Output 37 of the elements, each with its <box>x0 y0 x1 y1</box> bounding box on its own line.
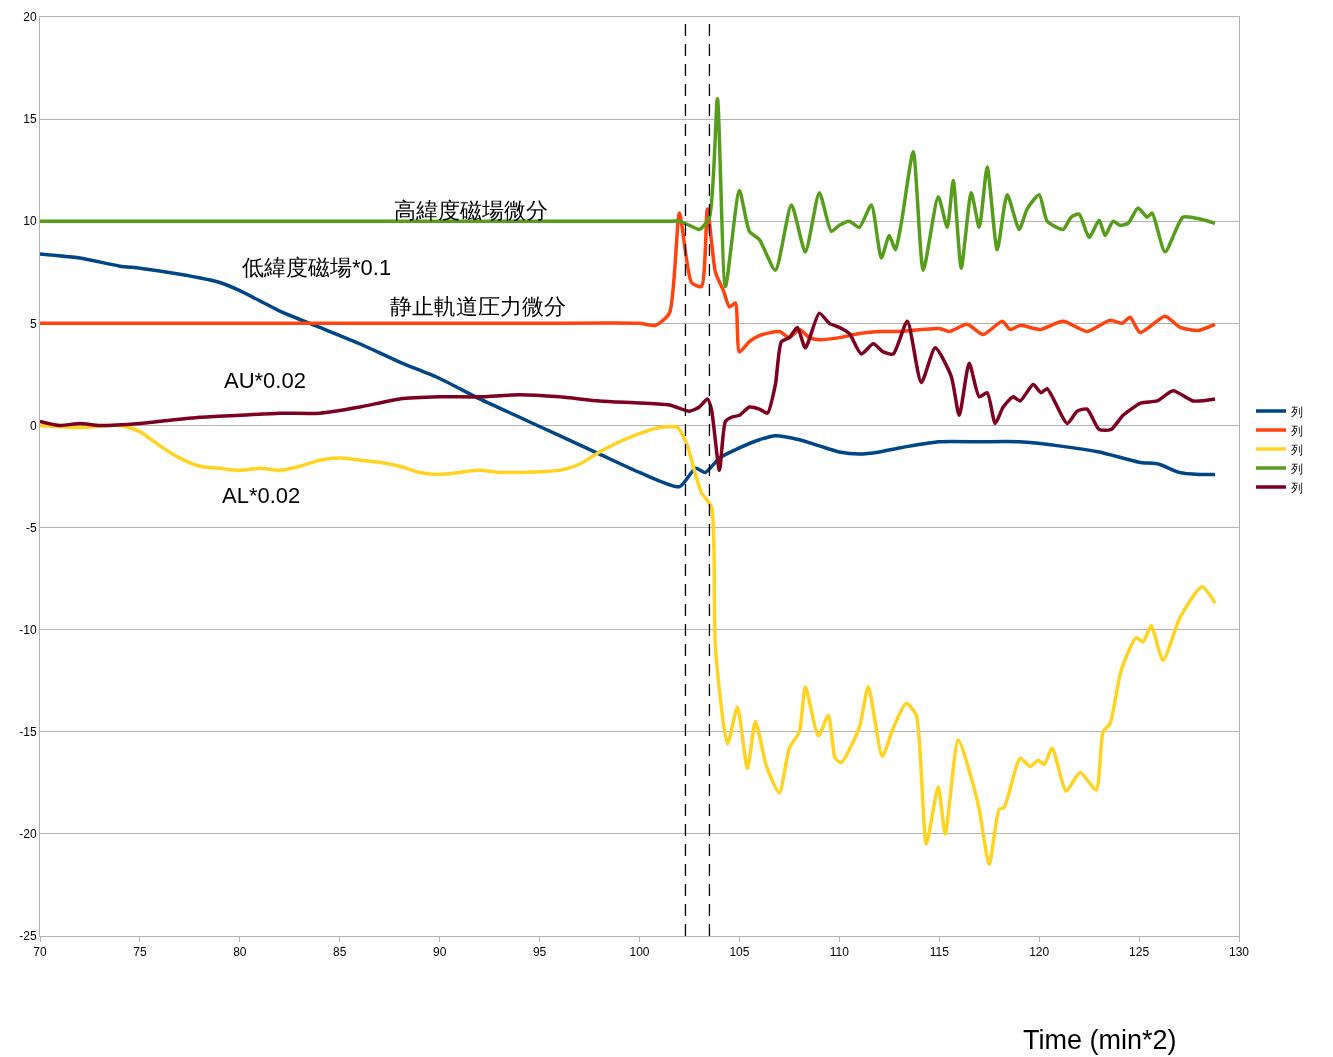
annotation: AU*0.02 <box>224 368 306 393</box>
x-tick-label: 70 <box>33 945 47 960</box>
y-tick-label: 20 <box>23 10 37 25</box>
y-tick-label: -20 <box>19 827 37 842</box>
annotation: 低緯度磁場*0.1 <box>242 255 392 280</box>
y-tick-label: -10 <box>19 622 37 637</box>
x-tick-label: 120 <box>1029 945 1050 960</box>
line-series <box>40 423 1217 867</box>
x-tick-label: 115 <box>929 945 950 960</box>
y-tick-label: -25 <box>19 929 37 944</box>
y-tick-label: 10 <box>23 214 37 229</box>
x-tick-label: 90 <box>432 945 447 960</box>
y-tick-label: 0 <box>29 418 37 433</box>
x-axis-title: Time (min*2) <box>1023 1025 1177 1055</box>
y-tick-label: 5 <box>29 316 37 331</box>
x-tick-label: 75 <box>133 945 147 960</box>
legend-label: 列 <box>1290 404 1303 419</box>
x-tick-label: 125 <box>1129 945 1150 960</box>
annotation: AL*0.02 <box>222 483 301 508</box>
x-tick-label: 110 <box>829 945 850 960</box>
annotation: 高緯度磁場微分 <box>394 198 548 223</box>
y-tick-label: 15 <box>23 112 37 127</box>
x-tick-label: 105 <box>729 945 750 960</box>
x-tick-label: 80 <box>233 945 247 960</box>
legend-label: 列 <box>1290 480 1303 495</box>
legend-label: 列 <box>1290 423 1303 438</box>
x-tick-label: 95 <box>532 945 547 960</box>
y-tick-label: -5 <box>25 520 37 535</box>
annotation: 静止軌道圧力微分 <box>390 294 566 319</box>
x-tick-label: 85 <box>333 945 347 960</box>
x-tick-label: 100 <box>629 945 650 960</box>
line-series <box>40 96 1217 289</box>
legend-label: 列 <box>1290 442 1303 457</box>
legend-label: 列 <box>1290 461 1303 476</box>
y-tick-label: -15 <box>19 724 37 739</box>
line-series <box>40 252 1217 489</box>
x-tick-label: 130 <box>1228 945 1250 960</box>
